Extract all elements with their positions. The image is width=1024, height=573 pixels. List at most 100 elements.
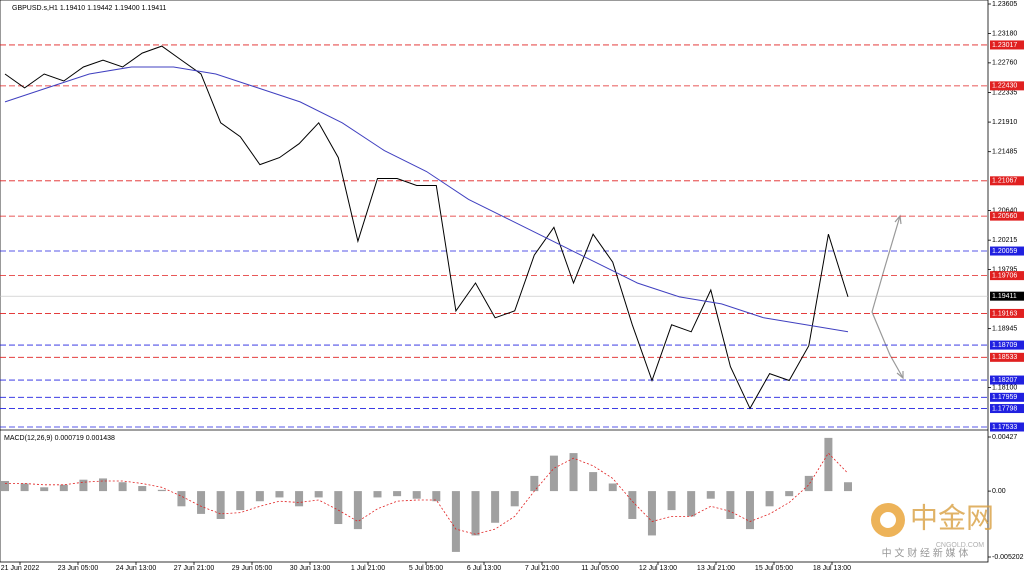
macd-bar <box>726 491 735 519</box>
macd-bar <box>569 453 578 492</box>
macd-bar <box>765 491 774 507</box>
macd-signal <box>5 452 849 535</box>
macd-bar <box>412 491 421 499</box>
level-box <box>990 352 1024 362</box>
y-tick-label: 1.21485 <box>992 149 1017 156</box>
level-label: 1.17533 <box>992 424 1017 431</box>
level-box <box>990 246 1024 256</box>
level-box <box>990 81 1024 91</box>
macd-bar <box>40 487 49 492</box>
y-tick-label: 1.19795 <box>992 266 1017 273</box>
x-tick-label: 27 Jun 21:00 <box>174 565 215 572</box>
watermark-site: CNGOLD.COM <box>936 542 984 549</box>
y-tick-label: 1.22335 <box>992 89 1017 96</box>
current-price-box <box>990 291 1024 301</box>
macd-bar <box>138 486 147 492</box>
macd-bar <box>177 491 186 507</box>
macd-bar <box>79 479 88 492</box>
macd-bar <box>334 491 343 525</box>
macd-bar <box>99 478 108 492</box>
macd-bar <box>628 491 637 519</box>
x-tick-label: 24 Jun 13:00 <box>116 565 157 572</box>
level-box <box>990 422 1024 432</box>
level-label: 1.22430 <box>992 83 1017 90</box>
x-tick-label: 6 Jul 13:00 <box>467 565 501 572</box>
level-box <box>990 211 1024 221</box>
x-tick-label: 11 Jul 05:00 <box>581 565 619 572</box>
macd-tick-label: -0.005202 <box>992 554 1024 561</box>
x-tick-label: 21 Jun 2022 <box>1 565 40 572</box>
level-box <box>990 271 1024 281</box>
x-tick-label: 23 Jun 05:00 <box>58 565 99 572</box>
macd-bar <box>804 475 813 492</box>
price-line <box>4 66 849 333</box>
macd-bar <box>706 491 715 499</box>
level-label: 1.20059 <box>992 248 1017 255</box>
x-tick-label: 12 Jul 13:00 <box>639 565 677 572</box>
level-box <box>990 40 1024 50</box>
level-box <box>990 375 1024 385</box>
level-label: 1.20560 <box>992 213 1017 220</box>
level-label: 1.19706 <box>992 272 1017 279</box>
y-tick-label: 1.21910 <box>992 119 1017 126</box>
y-tick-label: 1.20640 <box>992 207 1017 214</box>
x-tick-label: 29 Jun 05:00 <box>232 565 273 572</box>
macd-bar <box>216 491 225 519</box>
x-tick-label: 18 Jul 13:00 <box>813 565 851 572</box>
macd-bar <box>687 491 696 517</box>
symbol-header: GBPUSD.s,H1 1.19410 1.19442 1.19400 1.19… <box>12 5 166 12</box>
y-tick-label: 1.18100 <box>992 384 1017 391</box>
macd-bar <box>295 491 304 507</box>
level-label: 1.18207 <box>992 377 1017 384</box>
plot-frame <box>0 0 989 563</box>
x-tick-label: 13 Jul 21:00 <box>697 565 735 572</box>
macd-bar <box>510 491 519 507</box>
level-label: 1.23017 <box>992 42 1017 49</box>
macd-tick-label: 0.00427 <box>992 434 1017 441</box>
macd-bar <box>471 491 480 536</box>
macd-bar <box>432 491 441 502</box>
level-label: 1.21067 <box>992 178 1017 185</box>
macd-tick-label: 0.00 <box>992 488 1006 495</box>
macd-bar <box>236 491 245 511</box>
level-label: 1.18533 <box>992 354 1017 361</box>
level-box <box>990 404 1024 414</box>
level-label: 1.19163 <box>992 310 1017 317</box>
y-tick-label: 1.23605 <box>992 1 1017 8</box>
macd-bar <box>785 491 794 497</box>
arrows <box>871 214 904 380</box>
x-tick-label: 5 Jul 05:00 <box>409 565 443 572</box>
level-label: 1.17798 <box>992 405 1017 412</box>
macd-bar <box>745 491 754 530</box>
macd-bar <box>197 491 206 514</box>
macd-bar <box>118 482 127 492</box>
current-price-label: 1.19411 <box>992 293 1017 300</box>
macd-bar <box>667 491 676 511</box>
watermark-tagline: 中 文 财 经 新 媒 体 <box>882 547 969 560</box>
y-tick-label: 1.18945 <box>992 325 1017 332</box>
macd-bar <box>844 482 852 492</box>
level-box <box>990 340 1024 350</box>
y-tick-label: 1.22760 <box>992 60 1017 67</box>
x-tick-label: 7 Jul 21:00 <box>525 565 559 572</box>
macd-bar <box>275 491 284 498</box>
macd-bar <box>549 455 558 492</box>
macd-bar <box>608 483 617 492</box>
macd-bar <box>255 491 264 502</box>
macd-bar <box>589 472 598 492</box>
watermark-logo: 中金网 <box>910 502 994 533</box>
level-label: 1.17959 <box>992 394 1017 401</box>
macd-bar <box>157 489 166 492</box>
x-tick-label: 30 Jun 13:00 <box>290 565 331 572</box>
macd-bar <box>451 491 460 552</box>
macd-bar <box>647 491 656 536</box>
x-tick-label: 15 Jul 05:00 <box>755 565 793 572</box>
macd-bar <box>824 437 833 492</box>
macd-bar <box>353 491 362 530</box>
y-tick-label: 1.20215 <box>992 237 1017 244</box>
macd-bar <box>59 484 68 492</box>
level-label: 1.18709 <box>992 342 1017 349</box>
macd-bar <box>530 475 539 492</box>
level-box <box>990 308 1024 318</box>
